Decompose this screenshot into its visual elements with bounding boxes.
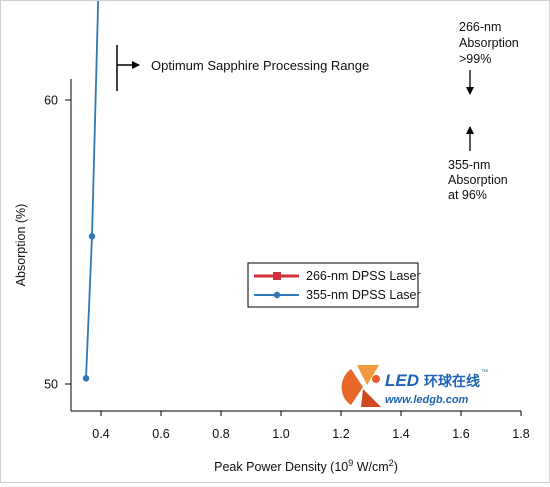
- legend-label-266: 266-nm DPSS Laser: [306, 269, 421, 283]
- logo-tm: ™: [481, 369, 488, 376]
- legend-label-355: 355-nm DPSS Laser: [306, 288, 421, 302]
- abs266-label-3: >99%: [459, 52, 491, 66]
- x-tick-label: 0.4: [92, 427, 109, 441]
- abs266-label-2: Absorption: [459, 36, 519, 50]
- x-ticks: 0.4 0.6 0.8 1.0 1.2 1.4 1.6 1.8: [92, 411, 530, 441]
- legend: 266-nm DPSS Laser 355-nm DPSS Laser: [247, 262, 421, 308]
- x-tick-label: 1.4: [392, 427, 409, 441]
- range-label: Optimum Sapphire Processing Range: [151, 58, 369, 73]
- x-tick-label: 0.6: [152, 427, 169, 441]
- series-layer: [82, 0, 100, 382]
- abs355-label-2: Absorption: [448, 173, 508, 187]
- x-tick-label: 0.8: [212, 427, 229, 441]
- watermark-logo: LED 环球在线 ™ www.ledgb.com: [341, 365, 488, 407]
- x-axis-label-exp2: 2: [389, 458, 394, 468]
- legend-marker-355: [273, 291, 281, 299]
- logo-k-emblem: [341, 365, 381, 407]
- abs355-label-3: at 96%: [448, 188, 487, 202]
- x-axis-label-units: W/cm: [353, 460, 388, 474]
- y-ticks: 5060708090100: [44, 94, 71, 392]
- series-1-point: [88, 233, 96, 240]
- x-tick-label: 1.6: [452, 427, 469, 441]
- x-tick-label: 1.8: [512, 427, 529, 441]
- x-axis-label-exp: 9: [348, 458, 353, 468]
- legend-marker-266: [273, 272, 281, 280]
- logo-url: www.ledgb.com: [385, 394, 469, 406]
- series-line-1: [85, 0, 100, 379]
- abs355-label-1: 355-nm: [448, 158, 490, 172]
- x-tick-label: 1.2: [332, 427, 349, 441]
- x-axis-label: Peak Power Density (109 W/cm2): [214, 458, 398, 474]
- logo-brand: LED: [385, 371, 419, 390]
- x-axis-label-text: Peak Power Density (10: [214, 460, 348, 474]
- series-1-point: [82, 375, 90, 382]
- logo-brand-cn: 环球在线: [424, 373, 480, 389]
- x-axis-label-end: ): [394, 460, 398, 474]
- x-tick-label: 1.0: [272, 427, 289, 441]
- legend-box: [247, 262, 419, 308]
- y-tick-label: 50: [44, 378, 58, 392]
- abs266-label-1: 266-nm: [459, 20, 501, 34]
- y-tick-label: 60: [44, 94, 58, 108]
- y-axis-label: Absorption (%): [14, 204, 28, 287]
